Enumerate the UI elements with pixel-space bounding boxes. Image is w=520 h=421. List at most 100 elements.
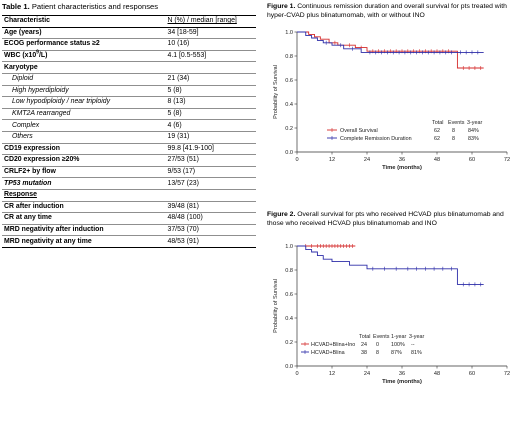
figure2-caption-text: Overall survival for pts who received HC… (267, 211, 504, 228)
table-row: CR at any time 48/48 (100) (2, 212, 256, 225)
legend-entry-total: 62 (434, 128, 440, 134)
figure2-caption: Figure 2. Overall survival for pts who r… (267, 210, 517, 228)
table-row-label: KMT2A rearranged (2, 108, 164, 121)
table-row-value: 8 (13) (163, 96, 256, 109)
patient-characteristics-table: Characteristic N (%) / median [range] Ag… (2, 15, 256, 248)
series-group (297, 31, 484, 70)
legend-entry-total: 24 (361, 342, 367, 348)
figure1-caption-label: Figure 1. (267, 3, 296, 10)
response-section-header: Response (2, 188, 164, 202)
x-tick-label: 36 (399, 157, 405, 163)
x-tick-label: 24 (364, 371, 370, 377)
legend-entry-name: Complete Remission Duration (340, 136, 412, 142)
table-row: CD19 expression 99.8 [41.9-100] (2, 143, 256, 156)
table-row: Age (years) 34 [18-59] (2, 27, 256, 40)
x-tick-label: 72 (504, 157, 510, 163)
table-row-label: CD20 expression ≥20% (2, 154, 164, 167)
table-row: CRLF2+ by flow 9/53 (17) (2, 166, 256, 179)
table-row-label: CD19 expression (2, 143, 164, 156)
legend-entry-events: 8 (376, 350, 379, 356)
y-axis-label: Probability of Survival (273, 279, 279, 333)
y-tick-label: 0.8 (285, 268, 293, 274)
x-axis-label: Time (months) (382, 165, 422, 171)
table-row: Karyotype (2, 61, 256, 74)
table-row: TP53 mutation 13/57 (23) (2, 177, 256, 190)
x-tick-label: 72 (504, 371, 510, 377)
patient-characteristics-table-block: Table 1. Patient characteristics and res… (2, 2, 260, 248)
table-row-value: 21 (34) (163, 73, 256, 86)
legend-entry-rate: 84% (468, 128, 479, 134)
table-row-value: 5 (8) (163, 85, 256, 98)
legend-entry-rate1: 100% (391, 342, 405, 348)
response-section-header-blank (163, 188, 256, 202)
legend-entry-events: 8 (452, 128, 455, 134)
legend-entry-rate3: 81% (411, 350, 422, 356)
label-superscript: 9 (36, 49, 39, 56)
legend-entry-total: 62 (434, 136, 440, 142)
table-row-value: 27/53 (51) (163, 154, 256, 167)
response-section-header-row: Response (2, 188, 256, 202)
legend-entry-rate1: 87% (391, 350, 402, 356)
legend-entry-name: HCVAD+Blina (311, 350, 345, 356)
legend-entry-rate3: -- (411, 342, 415, 348)
figure1-caption: Figure 1. Continuous remission duration … (267, 2, 517, 20)
table-row: Diploid 21 (34) (2, 73, 256, 86)
table-row: Low hypodiploidy / near triploidy 8 (13) (2, 96, 256, 109)
legend-header-total: Total (432, 120, 443, 126)
label-tail: /L) (38, 52, 48, 60)
table-row: Complex 4 (6) (2, 119, 256, 132)
table-row-label: WBC (x109/L) (2, 49, 164, 63)
table-row-label: High hyperdiploidy (2, 85, 164, 98)
table-row-label: CR after induction (2, 201, 164, 214)
table-row: CD20 expression ≥20% 27/53 (51) (2, 154, 256, 167)
table-row: WBC (x109/L) 4.1 [0.5-553] (2, 49, 256, 63)
table-caption: Table 1. Patient characteristics and res… (2, 2, 260, 12)
y-tick-label: 0.0 (285, 150, 293, 156)
legend-entry-events: 0 (376, 342, 379, 348)
y-tick-label: 0.2 (285, 126, 293, 132)
series-line (297, 31, 484, 69)
y-tick-label: 0.6 (285, 292, 293, 298)
legend-entry-name: HCVAD+Blina+Ino (311, 342, 355, 348)
legend-header-total: Total (359, 334, 370, 340)
x-tick-label: 12 (329, 371, 335, 377)
table-row-value: 39/48 (81) (163, 201, 256, 214)
table-header-characteristic: Characteristic (2, 15, 164, 28)
table-row-label: MRD negativity after induction (2, 224, 164, 237)
x-tick-label: 24 (364, 157, 370, 163)
legend-entry-events: 8 (452, 136, 455, 142)
table-row-label: Diploid (2, 73, 164, 86)
table-row-value: 10 (16) (163, 38, 256, 51)
table-row: MRD negativity after induction 37/53 (70) (2, 224, 256, 237)
y-tick-label: 0.4 (285, 316, 293, 322)
table-row-value: 4 (6) (163, 119, 256, 132)
table-row-value: 99.8 [41.9-100] (163, 143, 256, 156)
table-row-value: 13/57 (23) (163, 177, 256, 190)
x-tick-label: 60 (469, 157, 475, 163)
table-row-label: CR at any time (2, 212, 164, 225)
table-row-label: Karyotype (2, 61, 164, 74)
legend-header-rate1: 1-year (391, 334, 406, 340)
legend: Total Events 1-year 3-year HCVAD+Blina+Ino 24… (301, 334, 424, 356)
legend: Total Events 3-year Overall Survival 62 8 84% C… (327, 120, 482, 142)
y-tick-label: 0.6 (285, 78, 293, 84)
x-tick-label: 0 (295, 157, 298, 163)
y-tick-label: 0.4 (285, 102, 293, 108)
legend-header-events: Events (373, 334, 390, 340)
table-row: Others 19 (31) (2, 131, 256, 144)
y-tick-label: 0.2 (285, 340, 293, 346)
x-tick-label: 60 (469, 371, 475, 377)
x-tick-label: 0 (295, 371, 298, 377)
x-axis-label: Time (months) (382, 379, 422, 385)
table-header-value: N (%) / median [range] (163, 15, 256, 28)
table-row-value: 48/48 (100) (163, 212, 256, 225)
series-line (297, 245, 484, 285)
figure1-caption-text: Continuous remission duration and overal… (267, 3, 507, 20)
x-tick-label: 48 (434, 157, 440, 163)
table-row: MRD negativity at any time 48/53 (91) (2, 235, 256, 248)
table-row-label: Low hypodiploidy / near triploidy (2, 96, 164, 109)
table-body: Characteristic N (%) / median [range] Ag… (2, 15, 256, 248)
table-row-label: ECOG performance status ≥2 (2, 38, 164, 51)
series-group (297, 31, 484, 55)
y-tick-label: 1.0 (285, 30, 293, 36)
